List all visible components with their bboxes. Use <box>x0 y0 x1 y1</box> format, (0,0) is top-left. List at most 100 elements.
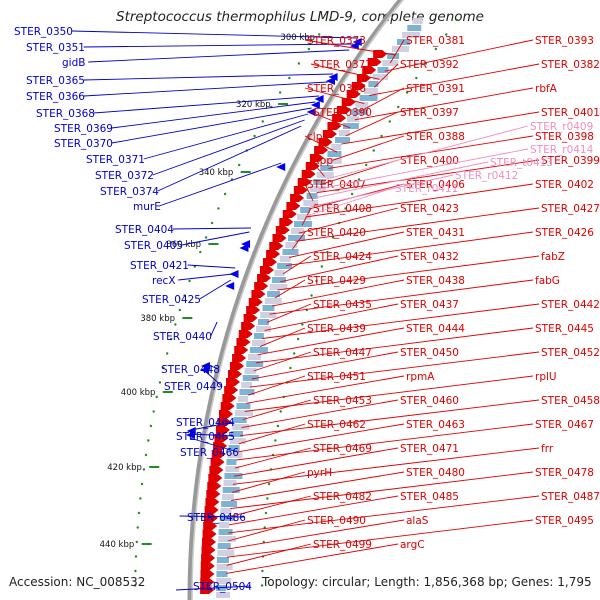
left-gene-label-ster-0351: STER_0351 <box>26 42 85 54</box>
rna-gene-label-ster-r0411: STER_r0411 <box>395 183 458 195</box>
cog-feature-block <box>316 172 334 178</box>
left-gene-label-ster-0425: STER_0425 <box>142 294 201 306</box>
right-gene-label-ster-0453: STER_0453 <box>313 395 372 407</box>
right-leader-line <box>259 327 306 348</box>
right-gene-label-ster-0447: STER_0447 <box>313 347 372 359</box>
left-gene-label-ster-0371: STER_0371 <box>86 154 145 166</box>
cog-feature-block <box>331 144 342 150</box>
right-gene-label-ster-0393: STER_0393 <box>535 35 594 47</box>
left-leader-line <box>83 81 328 97</box>
forward-gene-arrow <box>227 370 242 378</box>
right-leader-line <box>262 303 540 339</box>
guide-dot <box>162 366 165 370</box>
right-gene-label-ster-0386: STER_0386 <box>307 83 366 95</box>
forward-gene-arrow <box>314 146 329 154</box>
left-leader-line <box>179 515 245 518</box>
right-leader-line <box>304 87 365 105</box>
left-gene-label-gidb: gidB <box>62 57 85 69</box>
cog-feature-block <box>309 186 326 192</box>
right-leader-line <box>332 135 405 161</box>
cog-feature-block <box>377 67 389 73</box>
cog-feature-block <box>236 403 251 409</box>
guide-dot <box>142 468 146 471</box>
right-leader-line <box>264 303 399 331</box>
forward-gene-arrow <box>222 394 237 402</box>
rna-leader-line <box>318 148 529 190</box>
cog-feature-block <box>303 200 319 206</box>
cog-feature-block <box>335 137 351 143</box>
right-gene-label-ster-0408: STER_0408 <box>313 203 372 215</box>
left-leader-line <box>88 49 350 63</box>
cog-feature-block <box>217 543 231 549</box>
guide-dot <box>261 120 264 123</box>
guide-dot <box>253 134 256 138</box>
left-gene-label-ster-0504: STER_0504 <box>193 581 252 593</box>
cog-feature-block <box>216 557 229 563</box>
cog-feature-block <box>220 508 232 514</box>
left-gene-label-ster-0369: STER_0369 <box>54 123 113 135</box>
rna-gene-label-ster-r0409: STER_r0409 <box>530 121 593 133</box>
right-leader-line <box>228 495 540 534</box>
forward-gene-arrow <box>220 402 235 410</box>
right-gene-label-ster-0478: STER_0478 <box>535 467 594 479</box>
forward-gene-arrow <box>318 138 333 146</box>
cog-feature-block <box>282 249 299 255</box>
scale-tick-label: 400 kbp <box>121 388 156 398</box>
guide-dot <box>199 250 202 254</box>
guide-dot <box>174 323 177 326</box>
cog-feature-block <box>285 242 298 248</box>
guide-dot <box>210 221 214 225</box>
right-gene-label-ster-0490: STER_0490 <box>307 515 366 527</box>
cog-feature-block <box>279 256 291 262</box>
left-gene-label-ster-0449: STER_0449 <box>164 381 223 393</box>
cog-feature-block <box>346 116 359 122</box>
guide-dot <box>140 482 144 486</box>
cog-feature-block <box>342 123 359 129</box>
forward-gene-arrow <box>248 298 263 306</box>
right-leader-line <box>305 183 534 218</box>
left-leader-line <box>205 363 219 370</box>
right-leader-line <box>227 519 306 542</box>
cog-feature-block <box>229 438 246 444</box>
right-leader-line <box>229 495 312 518</box>
forward-gene-arrow <box>286 202 301 210</box>
left-leader-line <box>181 231 250 246</box>
right-leader-line <box>251 351 399 380</box>
guide-dot <box>350 192 354 196</box>
forward-gene-arrow <box>282 210 297 218</box>
cog-feature-block <box>407 25 422 31</box>
right-leader-line <box>286 231 534 267</box>
right-gene-label-ster-0485: STER_0485 <box>400 491 459 503</box>
cog-feature-block <box>232 424 250 430</box>
right-leader-line <box>246 375 405 404</box>
reverse-gene-arrow <box>239 244 249 252</box>
guide-dot <box>266 497 269 500</box>
scale-tick-label: 380 kbp <box>140 314 175 324</box>
forward-gene-arrow <box>332 114 347 122</box>
left-leader-line <box>71 30 358 39</box>
forward-gene-arrow <box>346 90 361 98</box>
cog-feature-block <box>239 389 255 395</box>
right-leader-line <box>228 495 399 526</box>
right-leader-line <box>234 447 312 469</box>
left-gene-label-ster-0374: STER_0374 <box>100 186 159 198</box>
left-gene-label-ster-0466: STER_0466 <box>180 447 239 459</box>
cog-feature-block <box>228 445 240 451</box>
guide-dot <box>292 352 296 355</box>
forward-gene-arrow <box>210 458 225 466</box>
right-leader-line <box>226 543 312 566</box>
right-leader-line <box>304 135 338 153</box>
cog-feature-block <box>227 452 243 458</box>
guide-dot <box>188 279 191 283</box>
scale-tick-label: 420 kbp <box>107 463 142 473</box>
right-gene-label-ster-0392: STER_0392 <box>400 59 459 71</box>
right-leader-line <box>240 399 540 437</box>
reverse-gene-arrow <box>325 77 335 85</box>
left-leader-line <box>191 421 234 431</box>
right-leader-line <box>237 423 405 453</box>
forward-gene-arrow <box>254 282 269 290</box>
scale-tick-label: 440 kbp <box>100 540 135 550</box>
right-gene-label-ster-0435: STER_0435 <box>313 299 372 311</box>
left-leader-line <box>187 264 236 269</box>
